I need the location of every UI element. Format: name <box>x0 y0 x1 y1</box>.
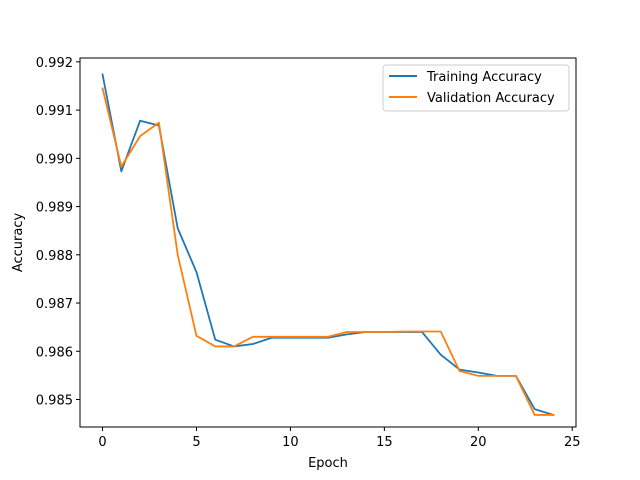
y-tick-label: 0.987 <box>36 297 73 312</box>
legend-label-validation: Validation Accuracy <box>427 91 555 106</box>
x-tick-label: 15 <box>376 435 393 450</box>
x-tick-label: 5 <box>192 435 200 450</box>
y-tick-label: 0.990 <box>36 152 73 167</box>
x-tick-label: 20 <box>470 435 487 450</box>
legend: Training Accuracy Validation Accuracy <box>383 65 569 111</box>
x-tick-label: 10 <box>282 435 299 450</box>
y-tick-label: 0.988 <box>36 249 73 264</box>
x-tick-label: 0 <box>98 435 106 450</box>
y-tick-label: 0.992 <box>36 56 73 71</box>
y-tick-label: 0.991 <box>36 104 73 119</box>
legend-label-training: Training Accuracy <box>426 70 542 85</box>
y-tick-label: 0.989 <box>36 201 73 216</box>
x-axis-label: Epoch <box>308 456 348 471</box>
y-axis-label: Accuracy <box>11 213 26 273</box>
plot-area <box>80 58 576 427</box>
x-tick-label: 25 <box>564 435 581 450</box>
y-tick-label: 0.986 <box>36 345 73 360</box>
y-tick-label: 0.985 <box>36 394 73 409</box>
